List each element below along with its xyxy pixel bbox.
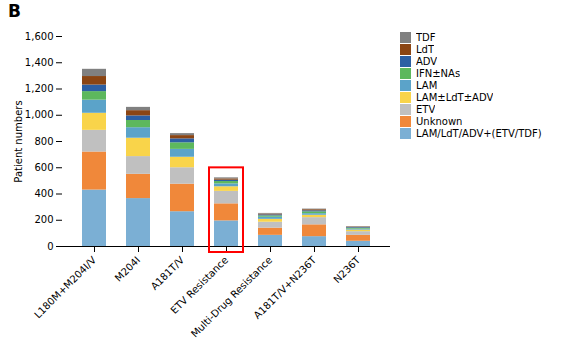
svg-text:A181T/V+N236T: A181T/V+N236T — [251, 254, 318, 321]
svg-text:400: 400 — [34, 188, 53, 199]
html-text:IFN±NAs: IFN±NAs — [416, 68, 461, 79]
html-text:TDF: TDF — [416, 32, 436, 43]
svg-text:N236T: N236T — [331, 254, 363, 286]
svg-text:M204I: M204I — [113, 254, 142, 283]
svg-text:A181T/V: A181T/V — [149, 254, 187, 292]
svg-text:0: 0 — [47, 241, 53, 252]
html-text:LAM: LAM — [416, 80, 438, 91]
svg-text:200: 200 — [34, 214, 53, 225]
html-text:ADV: ADV — [416, 56, 438, 67]
svg-text:ETV Resistance: ETV Resistance — [168, 254, 231, 316]
svg-text:Patient numbers: Patient numbers — [13, 100, 24, 182]
html-text:LAM±LdT±ADV: LAM±LdT±ADV — [416, 92, 494, 103]
html-text:ETV: ETV — [416, 104, 436, 115]
html-text:LdT: LdT — [416, 44, 434, 55]
svg-text:1,400: 1,400 — [25, 57, 54, 68]
svg-text:1,000: 1,000 — [25, 109, 54, 120]
svg-text:800: 800 — [34, 136, 53, 147]
svg-text:Multi-Drug Resistance: Multi-Drug Resistance — [189, 254, 274, 339]
html-text:B: B — [8, 1, 21, 21]
html-text:Unknown: Unknown — [416, 116, 463, 127]
svg-text:600: 600 — [34, 162, 53, 173]
svg-text:1,200: 1,200 — [25, 83, 54, 94]
svg-text:1,600: 1,600 — [25, 31, 54, 42]
svg-text:L180M+M204I/V: L180M+M204I/V — [32, 254, 98, 320]
html-text:LAM/LdT/ADV+(ETV/TDF): LAM/LdT/ADV+(ETV/TDF) — [416, 128, 542, 139]
